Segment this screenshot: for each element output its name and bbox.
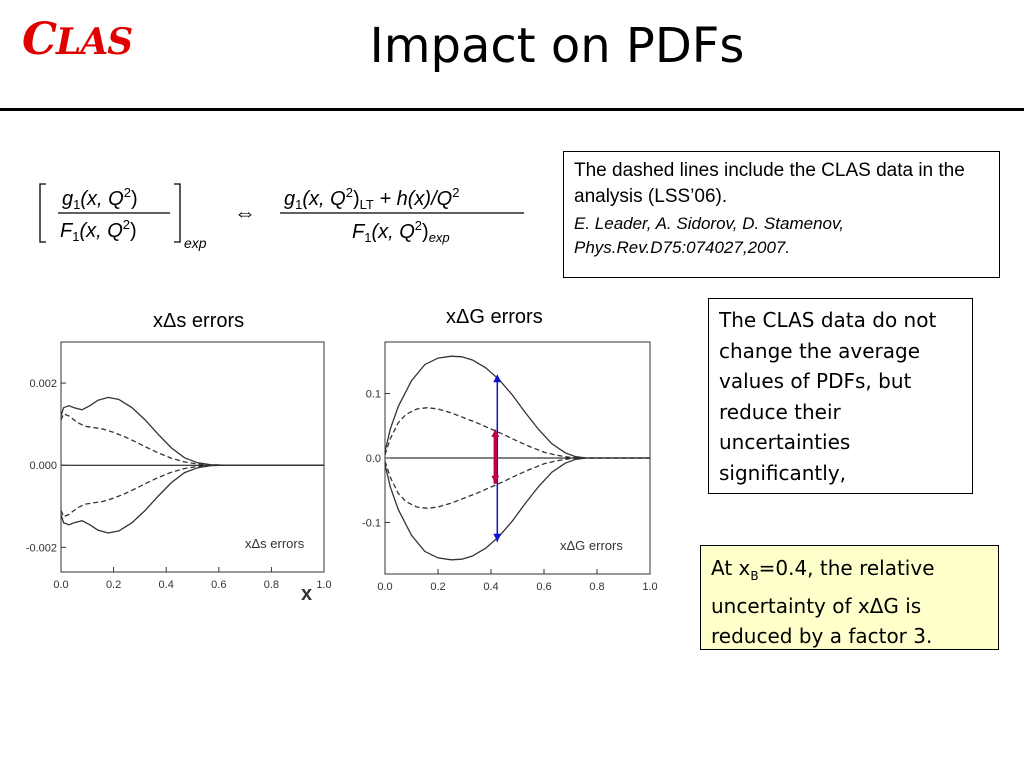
reference-text: The dashed lines include the CLAS data i…: [574, 160, 965, 207]
arrow-head-bottom-2: [491, 475, 500, 484]
arrow-head-top-2: [491, 429, 500, 437]
logo-letter-c: C: [22, 14, 57, 65]
y-tick-label: -0.1: [362, 517, 381, 529]
f-equivalence: ⇔: [234, 200, 256, 225]
clas-logo: CLAS: [22, 18, 133, 63]
x-tick-label: 0.6: [211, 579, 226, 591]
highlight-subscript: B: [750, 569, 759, 583]
citation-journal: Phys.Rev.D75:074027,2007.: [574, 238, 791, 257]
series-solid-1: [384, 355, 650, 459]
svg-text:F1(x, Q2)exp: F1(x, Q2)exp: [352, 218, 450, 245]
highlight-suffix: =0.4, the relative uncertainty of xΔG is…: [711, 556, 935, 648]
arrow-head-bottom-1: [493, 533, 502, 542]
x-tick-label: 0.2: [106, 579, 121, 591]
xds-errors-chart: 0.0 0.2 0.4 0.6 0.8 1.0 0.002 0.000 -0.002 xΔs er…: [26, 341, 332, 605]
page-title: Impact on PDFs: [369, 18, 745, 74]
chart1-title: xΔs errors: [153, 310, 245, 332]
x-tick-label: 0.6: [536, 581, 551, 593]
inner-chart-label: xΔs errors: [245, 536, 305, 551]
left-bracket-close: [174, 183, 181, 243]
series-dashed-2: [384, 407, 650, 459]
x-tick-label: 0.8: [264, 579, 279, 591]
series-solid-1: [60, 396, 324, 466]
series-solid-4: [60, 464, 324, 534]
chart2-title: xΔG errors: [446, 306, 543, 328]
header-divider: [0, 108, 1024, 111]
y-tick-label: 0.000: [29, 460, 57, 472]
x-tick-label: 0.4: [483, 581, 498, 593]
svg-text:F1(x, Q2): F1(x, Q2): [60, 217, 137, 244]
left-bracket-open: [39, 183, 46, 243]
plot-frame: [60, 341, 325, 573]
uncertainty-note-box: The CLAS data do not change the average …: [708, 298, 973, 494]
x-tick-label: 1.0: [642, 581, 657, 593]
x-axis-label: x: [301, 583, 312, 605]
series-solid-4: [384, 457, 650, 561]
x-tick-label: 0.8: [589, 581, 604, 593]
f-exp-left: exp: [184, 235, 207, 251]
citation-authors: E. Leader, A. Sidorov, D. Stamenov,: [574, 214, 844, 233]
highlight-prefix: At x: [711, 556, 751, 580]
logo-letters-las: LAS: [56, 21, 133, 63]
y-tick-label: 0.002: [29, 378, 57, 390]
f-g1: g: [62, 188, 73, 210]
x-tick-label: 0.2: [430, 581, 445, 593]
y-tick-label: 0.0: [366, 453, 381, 465]
ratio-formula: g1(x, Q2) F1(x, Q2) exp ⇔ g1(x, Q2)LT + …: [39, 183, 524, 251]
arrow-head-top-1: [493, 374, 502, 383]
highlight-box: At xB=0.4, the relative uncertainty of x…: [700, 545, 999, 650]
x-tick-label: 1.0: [316, 579, 331, 591]
uncertainty-note-text: The CLAS data do not change the average …: [719, 308, 937, 485]
svg-text:g1(x, Q2)LT + h(x)/Q2: g1(x, Q2)LT + h(x)/Q2: [284, 185, 459, 212]
series-dashed-3: [384, 457, 650, 509]
svg-text:g1(x, Q2): g1(x, Q2): [62, 185, 138, 212]
x-tick-label: 0.0: [377, 581, 392, 593]
y-tick-label: -0.002: [26, 542, 57, 554]
reference-box: The dashed lines include the CLAS data i…: [563, 151, 1000, 278]
y-tick-label: 0.1: [366, 389, 381, 401]
xdg-errors-chart: 0.0 0.2 0.4 0.6 0.8 1.0 0.1 0.0 -0.1 xΔG errors: [362, 341, 658, 593]
series-dashed-3: [60, 464, 324, 518]
series-dashed-2: [60, 413, 324, 466]
x-tick-label: 0.0: [53, 579, 68, 591]
inner-chart-label: xΔG errors: [560, 538, 623, 553]
x-tick-label: 0.4: [159, 579, 174, 591]
